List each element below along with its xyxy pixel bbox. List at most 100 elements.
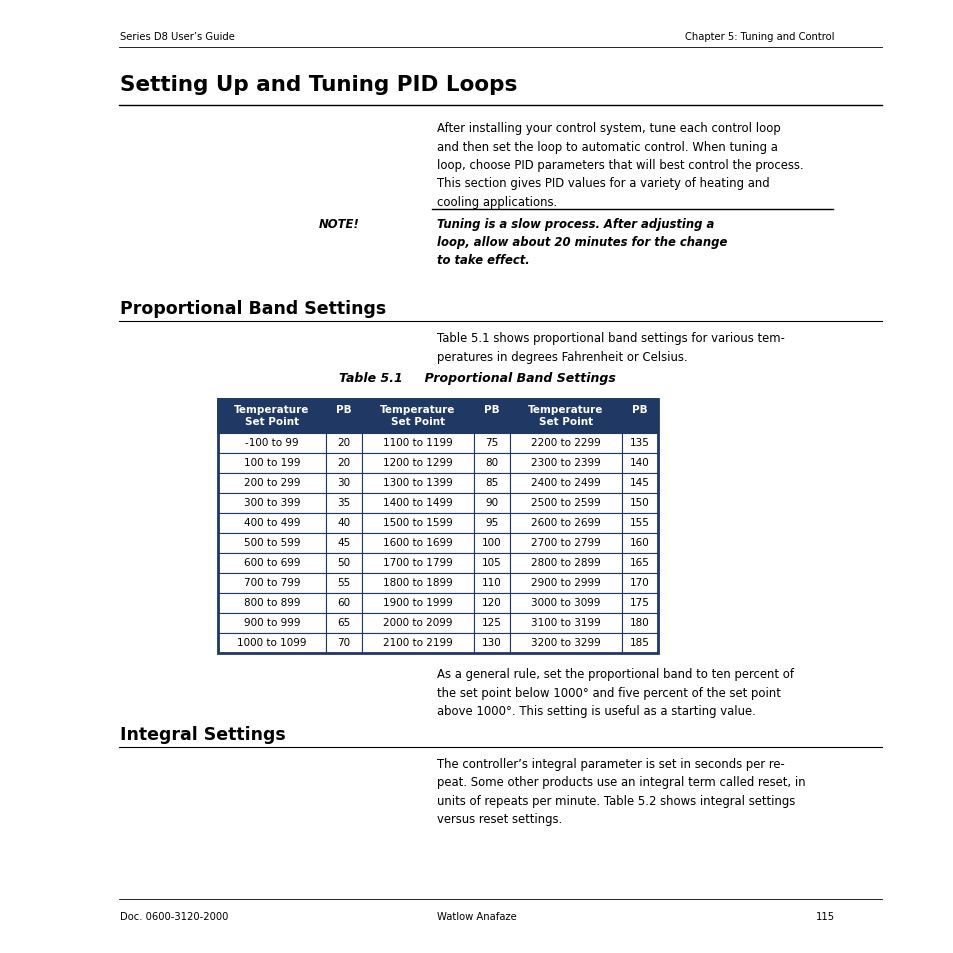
Text: 800 to 899: 800 to 899 [244, 598, 300, 607]
Bar [326, 434, 361, 454]
Text: 1900 to 1999: 1900 to 1999 [383, 598, 453, 607]
Text: -100 to 99: -100 to 99 [245, 437, 298, 448]
Bar [218, 399, 658, 654]
Text: After installing your control system, tune each control loop
and then set the lo: After installing your control system, tu… [436, 122, 802, 209]
Text: 45: 45 [337, 537, 351, 547]
Bar [326, 399, 361, 434]
Bar [621, 634, 658, 654]
Text: 75: 75 [485, 437, 498, 448]
Bar [326, 514, 361, 534]
Text: 85: 85 [485, 477, 498, 488]
Bar [361, 474, 474, 494]
Bar [361, 634, 474, 654]
Text: 2000 to 2099: 2000 to 2099 [383, 618, 453, 627]
Bar [326, 614, 361, 634]
Text: 65: 65 [337, 618, 351, 627]
Bar [326, 574, 361, 594]
Text: 3100 to 3199: 3100 to 3199 [531, 618, 600, 627]
Bar [621, 614, 658, 634]
Text: 600 to 699: 600 to 699 [244, 558, 300, 567]
Bar [510, 534, 621, 554]
Text: 2700 to 2799: 2700 to 2799 [531, 537, 600, 547]
Text: 1600 to 1699: 1600 to 1699 [383, 537, 453, 547]
Text: 700 to 799: 700 to 799 [244, 578, 300, 587]
Text: Doc. 0600-3120-2000: Doc. 0600-3120-2000 [120, 911, 228, 921]
Text: 55: 55 [337, 578, 351, 587]
Bar [621, 514, 658, 534]
Bar [326, 634, 361, 654]
Bar [361, 454, 474, 474]
Bar [218, 494, 326, 514]
Text: 95: 95 [485, 517, 498, 527]
Text: 40: 40 [337, 517, 350, 527]
Bar [474, 554, 510, 574]
Text: 160: 160 [630, 537, 649, 547]
Bar [510, 554, 621, 574]
Text: 300 to 399: 300 to 399 [244, 497, 300, 507]
Text: PB: PB [484, 405, 499, 415]
Bar [218, 474, 326, 494]
Text: 1100 to 1199: 1100 to 1199 [383, 437, 453, 448]
Bar [218, 614, 326, 634]
Bar [510, 454, 621, 474]
Text: 400 to 499: 400 to 499 [244, 517, 300, 527]
Text: 2100 to 2199: 2100 to 2199 [383, 638, 453, 647]
Text: Setting Up and Tuning PID Loops: Setting Up and Tuning PID Loops [120, 75, 517, 95]
Text: Temperature
Set Point: Temperature Set Point [528, 405, 603, 427]
Text: 3000 to 3099: 3000 to 3099 [531, 598, 600, 607]
Text: 120: 120 [481, 598, 501, 607]
Text: The controller’s integral parameter is set in seconds per re-
peat. Some other p: The controller’s integral parameter is s… [436, 758, 804, 825]
Bar [621, 574, 658, 594]
Text: 165: 165 [629, 558, 649, 567]
Text: 2900 to 2999: 2900 to 2999 [531, 578, 600, 587]
Text: Series D8 User’s Guide: Series D8 User’s Guide [120, 32, 234, 42]
Text: 35: 35 [337, 497, 351, 507]
Text: 175: 175 [629, 598, 649, 607]
Text: 1400 to 1499: 1400 to 1499 [383, 497, 453, 507]
Text: 90: 90 [485, 497, 498, 507]
Text: Table 5.1     Proportional Band Settings: Table 5.1 Proportional Band Settings [338, 372, 615, 385]
Bar [510, 594, 621, 614]
Bar [621, 494, 658, 514]
Text: 1500 to 1599: 1500 to 1599 [383, 517, 453, 527]
Bar [326, 454, 361, 474]
Text: NOTE!: NOTE! [319, 218, 359, 231]
Text: 1800 to 1899: 1800 to 1899 [383, 578, 453, 587]
Text: 900 to 999: 900 to 999 [244, 618, 300, 627]
Bar [326, 554, 361, 574]
Text: 1700 to 1799: 1700 to 1799 [383, 558, 453, 567]
Text: 125: 125 [481, 618, 501, 627]
Text: Temperature
Set Point: Temperature Set Point [234, 405, 310, 427]
Text: 2300 to 2399: 2300 to 2399 [531, 457, 600, 468]
Bar [474, 399, 510, 434]
Text: 180: 180 [630, 618, 649, 627]
Bar [510, 399, 621, 434]
Bar [621, 554, 658, 574]
Bar [621, 434, 658, 454]
Bar [474, 574, 510, 594]
Bar [361, 594, 474, 614]
Text: 135: 135 [629, 437, 649, 448]
Text: Table 5.1 shows proportional band settings for various tem-
peratures in degrees: Table 5.1 shows proportional band settin… [436, 332, 784, 363]
Bar [361, 494, 474, 514]
Text: PB: PB [335, 405, 352, 415]
Text: 20: 20 [337, 437, 350, 448]
Bar [621, 454, 658, 474]
Bar [326, 494, 361, 514]
Bar [474, 454, 510, 474]
Text: 130: 130 [481, 638, 501, 647]
Bar [474, 474, 510, 494]
Bar [621, 399, 658, 434]
Text: As a general rule, set the proportional band to ten percent of
the set point bel: As a general rule, set the proportional … [436, 667, 793, 718]
Text: 2500 to 2599: 2500 to 2599 [531, 497, 600, 507]
Bar [361, 514, 474, 534]
Text: 30: 30 [337, 477, 350, 488]
Text: 60: 60 [337, 598, 350, 607]
Bar [218, 554, 326, 574]
Bar [218, 399, 326, 434]
Text: 155: 155 [629, 517, 649, 527]
Bar [510, 614, 621, 634]
Bar [621, 534, 658, 554]
Bar [474, 494, 510, 514]
Bar [218, 454, 326, 474]
